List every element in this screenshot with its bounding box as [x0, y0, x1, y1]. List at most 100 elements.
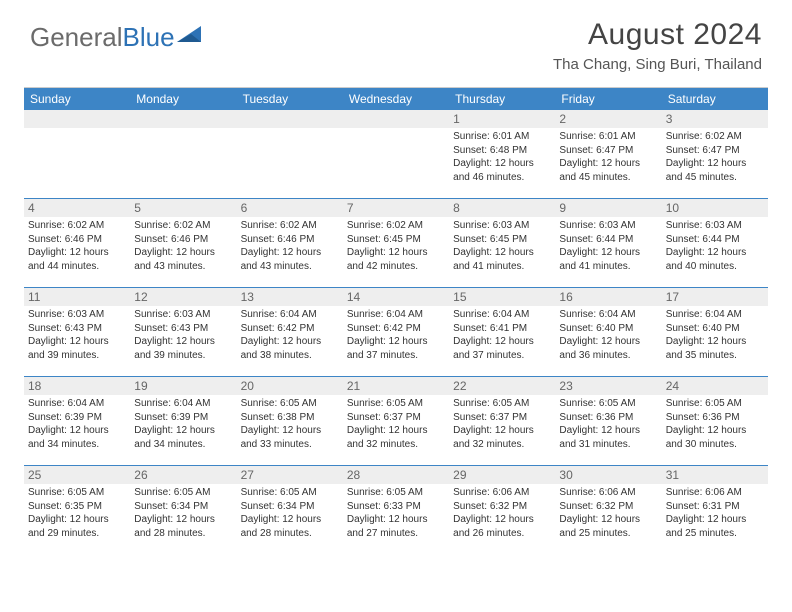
daylight-text: Daylight: 12 hours and 37 minutes.	[453, 335, 551, 362]
day-cell: 1Sunrise: 6:01 AMSunset: 6:48 PMDaylight…	[449, 110, 555, 198]
day-number: 13	[237, 288, 343, 306]
sunset-text: Sunset: 6:45 PM	[347, 233, 445, 247]
day-number: 17	[662, 288, 768, 306]
day-info: Sunrise: 6:05 AMSunset: 6:36 PMDaylight:…	[559, 397, 657, 451]
logo-text-gray: General	[30, 22, 123, 52]
sunrise-text: Sunrise: 6:04 AM	[666, 308, 764, 322]
sunrise-text: Sunrise: 6:04 AM	[241, 308, 339, 322]
day-info: Sunrise: 6:04 AMSunset: 6:41 PMDaylight:…	[453, 308, 551, 362]
day-header-cell: Friday	[555, 88, 661, 110]
day-number	[343, 110, 449, 128]
day-number: 27	[237, 466, 343, 484]
daylight-text: Daylight: 12 hours and 31 minutes.	[559, 424, 657, 451]
page-header: GeneralBlue August 2024 Tha Chang, Sing …	[0, 0, 792, 81]
day-info: Sunrise: 6:04 AMSunset: 6:40 PMDaylight:…	[666, 308, 764, 362]
daylight-text: Daylight: 12 hours and 45 minutes.	[559, 157, 657, 184]
day-info: Sunrise: 6:06 AMSunset: 6:32 PMDaylight:…	[453, 486, 551, 540]
week-row: 4Sunrise: 6:02 AMSunset: 6:46 PMDaylight…	[24, 199, 768, 288]
day-info: Sunrise: 6:02 AMSunset: 6:47 PMDaylight:…	[666, 130, 764, 184]
sunset-text: Sunset: 6:34 PM	[241, 500, 339, 514]
day-cell: 13 Sunrise: 6:04 AMSunset: 6:42 PMDayligh…	[237, 288, 343, 376]
day-cell: 12Sunrise: 6:03 AMSunset: 6:43 PMDayligh…	[130, 288, 236, 376]
day-number	[24, 110, 130, 128]
day-info: Sunrise: 6:03 AMSunset: 6:45 PMDaylight:…	[453, 219, 551, 273]
sunrise-text: Sunrise: 6:05 AM	[666, 397, 764, 411]
sunrise-text: Sunrise: 6:04 AM	[559, 308, 657, 322]
title-block: August 2024 Tha Chang, Sing Buri, Thaila…	[553, 18, 762, 73]
sunrise-text: Sunrise: 6:05 AM	[241, 397, 339, 411]
day-info: Sunrise: 6:04 AMSunset: 6:39 PMDaylight:…	[134, 397, 232, 451]
logo-triangle-icon	[177, 24, 203, 49]
day-cell: 24 Sunrise: 6:05 AMSunset: 6:36 PMDayligh…	[662, 377, 768, 465]
day-info: Sunrise: 6:02 AMSunset: 6:46 PMDaylight:…	[134, 219, 232, 273]
sunset-text: Sunset: 6:42 PM	[347, 322, 445, 336]
day-info: Sunrise: 6:02 AMSunset: 6:46 PMDaylight:…	[28, 219, 126, 273]
day-number: 12	[130, 288, 236, 306]
sunrise-text: Sunrise: 6:02 AM	[666, 130, 764, 144]
day-cell	[24, 110, 130, 198]
daylight-text: Daylight: 12 hours and 28 minutes.	[134, 513, 232, 540]
sunrise-text: Sunrise: 6:03 AM	[559, 219, 657, 233]
sunrise-text: Sunrise: 6:05 AM	[559, 397, 657, 411]
day-number: 20	[237, 377, 343, 395]
day-cell: 15 Sunrise: 6:04 AMSunset: 6:41 PMDayligh…	[449, 288, 555, 376]
sunrise-text: Sunrise: 6:04 AM	[28, 397, 126, 411]
sunrise-text: Sunrise: 6:05 AM	[347, 486, 445, 500]
day-cell: 6Sunrise: 6:02 AMSunset: 6:46 PMDaylight…	[237, 199, 343, 287]
day-info: Sunrise: 6:02 AMSunset: 6:45 PMDaylight:…	[347, 219, 445, 273]
day-cell: 25Sunrise: 6:05 AMSunset: 6:35 PMDayligh…	[24, 466, 130, 554]
daylight-text: Daylight: 12 hours and 30 minutes.	[666, 424, 764, 451]
day-cell: 16Sunrise: 6:04 AMSunset: 6:40 PMDayligh…	[555, 288, 661, 376]
week-row: 11Sunrise: 6:03 AMSunset: 6:43 PMDayligh…	[24, 288, 768, 377]
sunrise-text: Sunrise: 6:02 AM	[134, 219, 232, 233]
day-cell: 28Sunrise: 6:05 AMSunset: 6:33 PMDayligh…	[343, 466, 449, 554]
sunset-text: Sunset: 6:40 PM	[559, 322, 657, 336]
day-number: 19	[130, 377, 236, 395]
sunset-text: Sunset: 6:45 PM	[453, 233, 551, 247]
month-title: August 2024	[553, 18, 762, 52]
sunset-text: Sunset: 6:47 PM	[559, 144, 657, 158]
day-info: Sunrise: 6:01 AMSunset: 6:47 PMDaylight:…	[559, 130, 657, 184]
daylight-text: Daylight: 12 hours and 44 minutes.	[28, 246, 126, 273]
day-info: Sunrise: 6:03 AMSunset: 6:43 PMDaylight:…	[28, 308, 126, 362]
day-number: 15	[449, 288, 555, 306]
day-number: 21	[343, 377, 449, 395]
sunset-text: Sunset: 6:46 PM	[241, 233, 339, 247]
sunset-text: Sunset: 6:46 PM	[28, 233, 126, 247]
day-info: Sunrise: 6:04 AMSunset: 6:42 PMDaylight:…	[241, 308, 339, 362]
daylight-text: Daylight: 12 hours and 41 minutes.	[559, 246, 657, 273]
day-number: 24	[662, 377, 768, 395]
day-header-row: SundayMondayTuesdayWednesdayThursdayFrid…	[24, 88, 768, 110]
sunrise-text: Sunrise: 6:06 AM	[559, 486, 657, 500]
sunset-text: Sunset: 6:43 PM	[28, 322, 126, 336]
day-number	[130, 110, 236, 128]
day-header-cell: Tuesday	[237, 88, 343, 110]
sunset-text: Sunset: 6:40 PM	[666, 322, 764, 336]
sunset-text: Sunset: 6:39 PM	[28, 411, 126, 425]
sunrise-text: Sunrise: 6:04 AM	[347, 308, 445, 322]
sunrise-text: Sunrise: 6:03 AM	[453, 219, 551, 233]
calendar: SundayMondayTuesdayWednesdayThursdayFrid…	[24, 87, 768, 554]
day-cell: 4Sunrise: 6:02 AMSunset: 6:46 PMDaylight…	[24, 199, 130, 287]
day-header-cell: Monday	[130, 88, 236, 110]
day-number: 16	[555, 288, 661, 306]
day-header-cell: Sunday	[24, 88, 130, 110]
day-number: 18	[24, 377, 130, 395]
sunset-text: Sunset: 6:37 PM	[453, 411, 551, 425]
sunset-text: Sunset: 6:35 PM	[28, 500, 126, 514]
sunset-text: Sunset: 6:36 PM	[559, 411, 657, 425]
day-number: 26	[130, 466, 236, 484]
daylight-text: Daylight: 12 hours and 40 minutes.	[666, 246, 764, 273]
day-cell	[343, 110, 449, 198]
sunrise-text: Sunrise: 6:05 AM	[241, 486, 339, 500]
day-cell	[237, 110, 343, 198]
week-row: 18Sunrise: 6:04 AMSunset: 6:39 PMDayligh…	[24, 377, 768, 466]
day-number: 7	[343, 199, 449, 217]
day-info: Sunrise: 6:05 AMSunset: 6:34 PMDaylight:…	[241, 486, 339, 540]
daylight-text: Daylight: 12 hours and 32 minutes.	[347, 424, 445, 451]
daylight-text: Daylight: 12 hours and 43 minutes.	[241, 246, 339, 273]
location-label: Tha Chang, Sing Buri, Thailand	[553, 56, 762, 73]
day-cell: 9Sunrise: 6:03 AMSunset: 6:44 PMDaylight…	[555, 199, 661, 287]
sunset-text: Sunset: 6:36 PM	[666, 411, 764, 425]
day-number: 2	[555, 110, 661, 128]
